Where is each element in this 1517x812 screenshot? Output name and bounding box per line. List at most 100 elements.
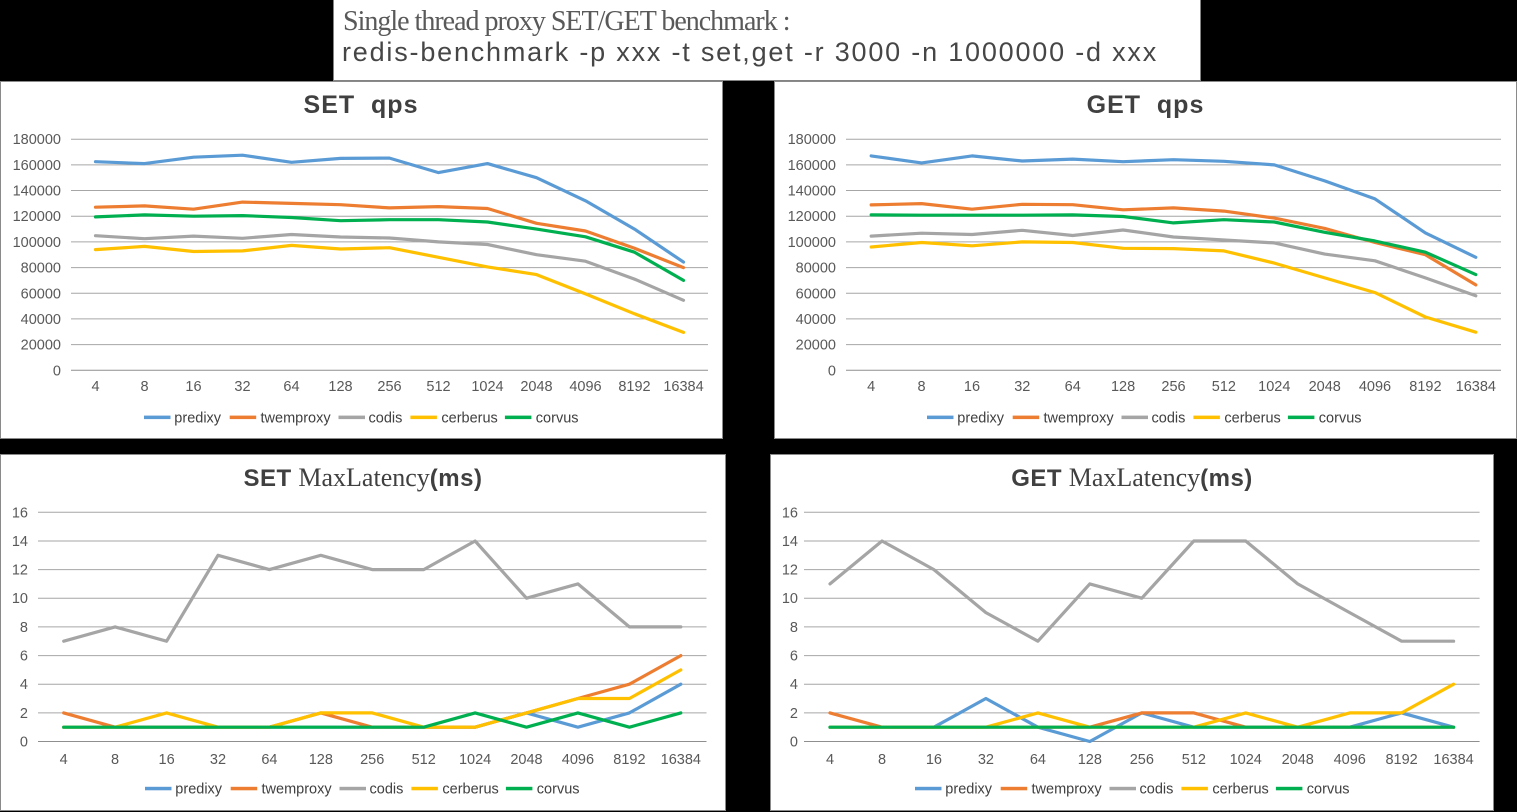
svg-text:20000: 20000 xyxy=(21,338,61,354)
svg-text:0: 0 xyxy=(828,363,836,379)
svg-text:160000: 160000 xyxy=(13,158,61,174)
svg-text:64: 64 xyxy=(283,379,299,395)
svg-text:100000: 100000 xyxy=(788,235,836,251)
svg-text:128: 128 xyxy=(328,379,352,395)
svg-text:140000: 140000 xyxy=(13,184,61,200)
svg-text:4096: 4096 xyxy=(569,379,601,395)
svg-text:twemproxy: twemproxy xyxy=(1044,410,1115,426)
svg-text:140000: 140000 xyxy=(788,184,836,200)
svg-text:2048: 2048 xyxy=(1282,752,1314,768)
svg-text:16: 16 xyxy=(159,752,175,768)
svg-text:0: 0 xyxy=(20,735,28,751)
svg-text:predixy: predixy xyxy=(174,410,221,426)
svg-text:32: 32 xyxy=(234,379,250,395)
svg-text:16: 16 xyxy=(926,752,942,768)
svg-text:16384: 16384 xyxy=(1433,752,1473,768)
svg-text:60000: 60000 xyxy=(21,286,61,302)
svg-text:codis: codis xyxy=(1152,410,1186,426)
svg-text:cerberus: cerberus xyxy=(442,782,498,798)
svg-text:16: 16 xyxy=(782,505,798,521)
svg-text:10: 10 xyxy=(12,591,28,607)
svg-text:2: 2 xyxy=(20,706,28,722)
svg-text:20000: 20000 xyxy=(796,338,836,354)
svg-text:120000: 120000 xyxy=(788,209,836,225)
svg-text:corvus: corvus xyxy=(536,410,579,426)
svg-text:64: 64 xyxy=(1065,379,1081,395)
svg-text:64: 64 xyxy=(261,752,277,768)
svg-text:8: 8 xyxy=(918,379,926,395)
svg-text:256: 256 xyxy=(377,379,401,395)
svg-text:256: 256 xyxy=(360,752,384,768)
svg-text:16384: 16384 xyxy=(663,379,703,395)
svg-text:twemproxy: twemproxy xyxy=(1032,782,1103,798)
svg-text:4: 4 xyxy=(867,379,875,395)
svg-text:16: 16 xyxy=(964,379,980,395)
svg-text:8192: 8192 xyxy=(613,752,645,768)
svg-text:predixy: predixy xyxy=(957,410,1004,426)
svg-text:256: 256 xyxy=(1130,752,1154,768)
svg-text:corvus: corvus xyxy=(1307,782,1350,798)
svg-text:512: 512 xyxy=(412,752,436,768)
svg-text:2048: 2048 xyxy=(520,379,552,395)
svg-text:8192: 8192 xyxy=(1385,752,1417,768)
svg-text:80000: 80000 xyxy=(21,261,61,277)
svg-text:cerberus: cerberus xyxy=(441,410,497,426)
svg-text:60000: 60000 xyxy=(796,286,836,302)
svg-text:cerberus: cerberus xyxy=(1212,782,1268,798)
svg-text:128: 128 xyxy=(309,752,333,768)
svg-text:128: 128 xyxy=(1111,379,1135,395)
svg-text:512: 512 xyxy=(426,379,450,395)
svg-text:4: 4 xyxy=(60,752,68,768)
svg-text:256: 256 xyxy=(1161,379,1185,395)
svg-text:8: 8 xyxy=(111,752,119,768)
svg-text:predixy: predixy xyxy=(945,782,992,798)
svg-text:cerberus: cerberus xyxy=(1224,410,1280,426)
svg-text:SET MaxLatency(ms): SET MaxLatency(ms) xyxy=(244,463,483,492)
svg-text:512: 512 xyxy=(1212,379,1236,395)
svg-text:180000: 180000 xyxy=(788,132,836,148)
svg-text:twemproxy: twemproxy xyxy=(262,782,333,798)
svg-text:120000: 120000 xyxy=(13,209,61,225)
svg-text:corvus: corvus xyxy=(1319,410,1362,426)
svg-text:40000: 40000 xyxy=(21,312,61,328)
svg-text:8: 8 xyxy=(790,620,798,636)
svg-text:14: 14 xyxy=(782,534,798,550)
svg-text:32: 32 xyxy=(1014,379,1030,395)
svg-text:8: 8 xyxy=(878,752,886,768)
svg-text:6: 6 xyxy=(20,649,28,665)
svg-text:codis: codis xyxy=(370,782,404,798)
svg-text:predixy: predixy xyxy=(175,782,222,798)
svg-text:180000: 180000 xyxy=(13,132,61,148)
svg-text:32: 32 xyxy=(210,752,226,768)
svg-text:16: 16 xyxy=(12,505,28,521)
svg-text:2048: 2048 xyxy=(1309,379,1341,395)
svg-text:12: 12 xyxy=(782,563,798,579)
svg-text:4096: 4096 xyxy=(1359,379,1391,395)
svg-text:codis: codis xyxy=(369,410,403,426)
svg-text:4: 4 xyxy=(91,379,99,395)
svg-text:1024: 1024 xyxy=(1230,752,1262,768)
svg-text:corvus: corvus xyxy=(537,782,580,798)
svg-text:4: 4 xyxy=(790,677,798,693)
svg-text:16384: 16384 xyxy=(661,752,701,768)
svg-text:GET qps: GET qps xyxy=(1087,91,1205,119)
svg-text:8: 8 xyxy=(20,620,28,636)
svg-text:160000: 160000 xyxy=(788,158,836,174)
svg-text:1024: 1024 xyxy=(459,752,491,768)
svg-text:512: 512 xyxy=(1182,752,1206,768)
svg-text:1024: 1024 xyxy=(471,379,503,395)
svg-text:8: 8 xyxy=(140,379,148,395)
svg-text:12: 12 xyxy=(12,563,28,579)
svg-text:4: 4 xyxy=(20,677,28,693)
svg-text:80000: 80000 xyxy=(796,261,836,277)
svg-text:8192: 8192 xyxy=(618,379,650,395)
svg-text:1024: 1024 xyxy=(1258,379,1290,395)
svg-text:2: 2 xyxy=(790,706,798,722)
svg-text:0: 0 xyxy=(790,735,798,751)
svg-text:14: 14 xyxy=(12,534,28,550)
svg-text:10: 10 xyxy=(782,591,798,607)
svg-text:SET qps: SET qps xyxy=(304,91,419,119)
svg-text:16384: 16384 xyxy=(1456,379,1496,395)
svg-text:64: 64 xyxy=(1030,752,1046,768)
svg-text:128: 128 xyxy=(1078,752,1102,768)
